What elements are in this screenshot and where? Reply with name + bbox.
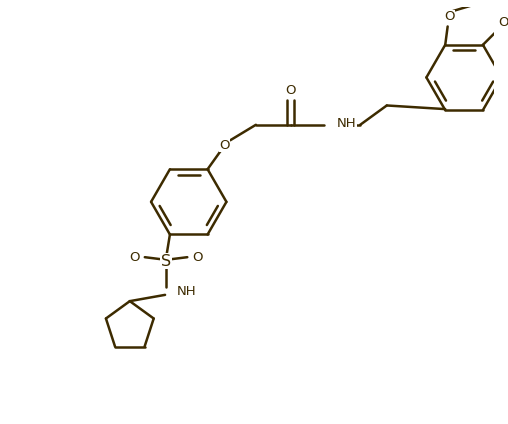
Text: O: O (219, 139, 230, 151)
Text: O: O (498, 16, 508, 28)
Text: O: O (444, 10, 454, 23)
Text: NH: NH (177, 285, 196, 298)
Text: S: S (161, 254, 171, 268)
Text: O: O (129, 251, 139, 264)
Text: NH: NH (337, 117, 356, 130)
Text: O: O (285, 84, 296, 98)
Text: O: O (193, 251, 203, 264)
